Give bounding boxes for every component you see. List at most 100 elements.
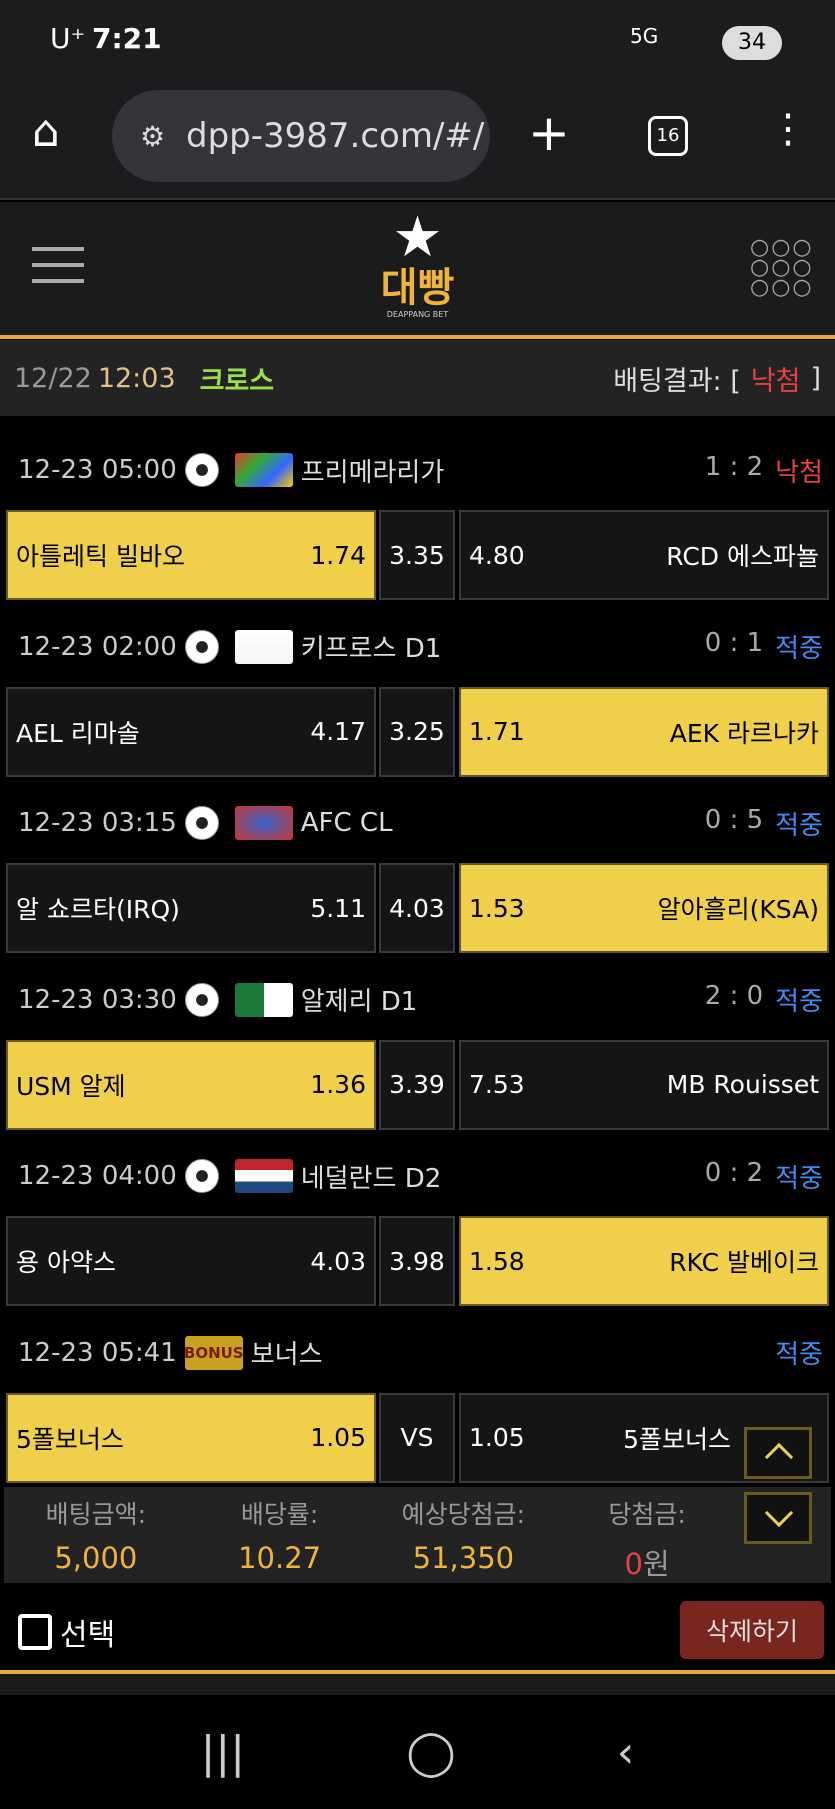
away-odds: 1.53: [469, 893, 525, 923]
home-odds: 1.74: [310, 540, 366, 570]
bet-summary: 배팅금액: 5,000 배당률: 10.27 예상당첨금: 51,350 당첨금: 0원: [4, 1487, 831, 1583]
match-row: 12-23 03:15 AFC CL 0 : 5 적중 알 쇼르타(IRQ) 5.11 …: [0, 793, 835, 969]
recent-apps-icon[interactable]: |||: [200, 1726, 246, 1778]
away-odds-cell[interactable]: 1.58 RKC 발베이크: [459, 1216, 829, 1306]
away-team: MB Rouisset: [666, 1070, 819, 1099]
away-odds-cell[interactable]: 1.71 AEK 라르나카: [459, 686, 829, 777]
match-header: 12-23 05:41 BONUS 보너스 적중: [18, 1323, 823, 1383]
match-datetime: 12-23 02:00: [18, 631, 177, 662]
away-odds: 1.05: [469, 1423, 525, 1452]
draw-odds: 3.98: [389, 1246, 445, 1276]
netherlands-flag-icon: [234, 1159, 293, 1193]
android-nav-bar: ||| ◯ ‹: [0, 1695, 835, 1809]
away-odds-cell[interactable]: 1.53 알아흘리(KSA): [459, 863, 829, 953]
draw-odds-cell[interactable]: 3.25: [379, 686, 455, 777]
league-name: 프리메라리가: [300, 457, 445, 488]
match-row: 12-23 05:00 프리메라리가 1 : 2 낙첨 아틀레틱 빌바오 1.74 3.…: [0, 440, 835, 616]
draw-odds: 3.25: [389, 717, 445, 746]
match-header: 12-23 02:00 키프로스 D1 0 : 1 적중: [18, 617, 823, 677]
back-icon[interactable]: ‹: [616, 1726, 635, 1778]
away-odds: 4.80: [469, 540, 525, 570]
summary-expected-win: 예상당첨금: 51,350: [401, 1500, 526, 1575]
home-nav-icon[interactable]: ◯: [406, 1726, 456, 1778]
match-score: 0 : 5: [704, 804, 764, 835]
site-logo[interactable]: ★ 대빵 DEAPPANG BET: [380, 205, 455, 320]
home-team: AEL 리마솔: [16, 718, 140, 748]
status-bar: U⁺ 7:21 5G 34: [0, 0, 835, 86]
apps-grid-icon[interactable]: ○○○ ○○○ ○○○: [750, 235, 814, 300]
delete-button[interactable]: 삭제하기: [680, 1601, 824, 1659]
laliga-logo-icon: [234, 453, 293, 487]
match-score: 1 : 2: [704, 451, 764, 482]
soccer-ball-icon: [184, 629, 219, 664]
hamburger-icon[interactable]: [32, 247, 84, 283]
match-datetime: 12-23 05:41: [18, 1337, 177, 1368]
match-row: 12-23 04:00 네덜란드 D2 0 : 2 적중 용 아약스 4.03 3.98…: [0, 1146, 835, 1322]
match-status: 적중: [775, 634, 823, 664]
home-team: 아틀레틱 빌바오: [16, 542, 185, 571]
match-status: 적중: [775, 810, 823, 841]
bet-result: 낙첨: [750, 365, 801, 397]
scroll-down-button[interactable]: [744, 1492, 812, 1544]
soccer-ball-icon: [184, 806, 219, 840]
site-settings-icon[interactable]: ⚙: [140, 119, 166, 153]
match-header: 12-23 03:30 알제리 D1 2 : 0 적중: [18, 970, 823, 1030]
away-odds-cell[interactable]: 7.53 MB Rouisset: [459, 1039, 829, 1130]
soccer-ball-icon: [184, 982, 219, 1017]
battery-icon: 34: [722, 26, 782, 60]
bet-date: 12/22: [14, 362, 92, 394]
match-status: 적중: [775, 1340, 823, 1370]
draw-odds-cell[interactable]: VS: [379, 1392, 455, 1483]
tab-count-button[interactable]: 16: [648, 116, 688, 156]
home-odds: 4.17: [310, 717, 366, 746]
soccer-ball-icon: [184, 453, 219, 487]
match-datetime: 12-23 05:00: [18, 455, 177, 485]
draw-odds: 4.03: [389, 893, 445, 923]
away-team: AEK 라르나카: [669, 718, 819, 748]
menu-icon[interactable]: ⋮: [768, 106, 808, 152]
chevron-down-icon: [764, 1498, 794, 1528]
carrier: U⁺: [50, 22, 86, 55]
draw-odds-cell[interactable]: 3.98: [379, 1216, 455, 1306]
algeria-flag-icon: [234, 982, 293, 1017]
away-odds-cell[interactable]: 4.80 RCD 에스파뇰: [459, 510, 829, 600]
home-odds: 5.11: [310, 893, 366, 923]
checkbox-icon[interactable]: [18, 1614, 52, 1650]
match-datetime: 12-23 03:15: [18, 808, 177, 838]
result-bracket: ]: [810, 362, 821, 394]
home-odds-cell[interactable]: 용 아약스 4.03: [6, 1216, 376, 1306]
home-team: 5폴보너스: [16, 1424, 124, 1454]
match-status: 적중: [775, 987, 823, 1017]
select-checkbox[interactable]: 선택: [18, 1610, 115, 1654]
result-label: 배팅결과: [: [613, 365, 741, 397]
match-score: 2 : 0: [704, 981, 764, 1011]
scroll-up-button[interactable]: [744, 1427, 812, 1479]
bet-time: 12:03: [97, 362, 176, 394]
new-tab-icon[interactable]: +: [528, 104, 570, 162]
match-header: 12-23 05:00 프리메라리가 1 : 2 낙첨: [18, 440, 823, 500]
home-odds: 1.36: [310, 1070, 366, 1099]
match-score: 0 : 1: [704, 628, 764, 658]
home-odds-cell[interactable]: 아틀레틱 빌바오 1.74: [6, 510, 376, 600]
home-odds-cell[interactable]: AEL 리마솔 4.17: [6, 686, 376, 777]
bet-header: 12/22 12:03 크로스 배팅결과: [ 낙첨 ]: [0, 340, 835, 416]
draw-odds: 3.39: [389, 1070, 445, 1099]
home-team: USM 알제: [16, 1071, 126, 1101]
league-name: 네덜란드 D2: [300, 1163, 442, 1194]
draw-odds-cell[interactable]: 3.35: [379, 510, 455, 600]
home-icon[interactable]: ⌂: [32, 106, 60, 157]
draw-odds-cell[interactable]: 3.39: [379, 1039, 455, 1130]
bet-type: 크로스: [199, 365, 275, 397]
divider: [0, 1670, 835, 1674]
home-odds-cell[interactable]: 5폴보너스 1.05: [6, 1392, 376, 1483]
cyprus-flag-icon: [234, 629, 293, 664]
browser-toolbar: ⌂ ⚙ dpp-3987.com/#/ + 16 ⋮: [0, 86, 835, 200]
draw-odds-cell[interactable]: 4.03: [379, 863, 455, 953]
home-odds-cell[interactable]: 알 쇼르타(IRQ) 5.11: [6, 863, 376, 953]
home-team: 알 쇼르타(IRQ): [16, 895, 180, 924]
match-row: 12-23 03:30 알제리 D1 2 : 0 적중 USM 알제 1.36 3.39…: [0, 970, 835, 1146]
home-odds-cell[interactable]: USM 알제 1.36: [6, 1039, 376, 1130]
summary-win-amount: 당첨금: 0원: [608, 1500, 686, 1581]
match-header: 12-23 04:00 네덜란드 D2 0 : 2 적중: [18, 1146, 823, 1206]
url-field[interactable]: ⚙ dpp-3987.com/#/: [112, 90, 490, 182]
